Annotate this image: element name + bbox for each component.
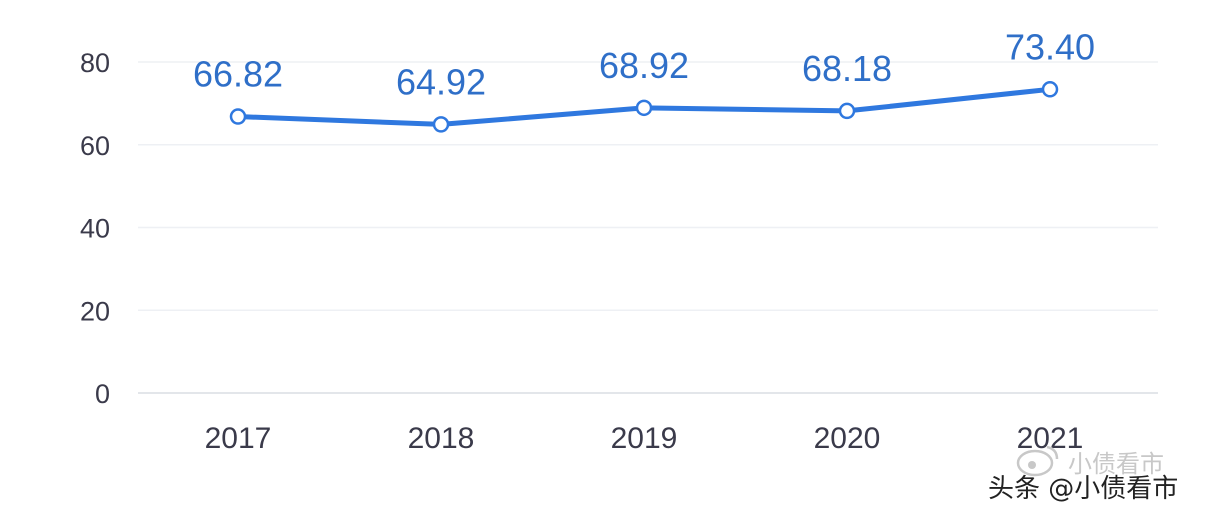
x-tick-label: 2021 [1017,422,1084,455]
watermark: 小债看市 头条 @小债看市 [988,445,1178,504]
x-tick-label: 2019 [611,422,678,455]
watermark-faint-text: 小债看市 [1068,450,1164,478]
y-tick-label: 40 [80,214,110,244]
data-label: 66.82 [193,54,283,95]
weibo-icon [1016,445,1059,477]
data-point [635,99,653,117]
x-tick-label: 2018 [408,422,475,455]
y-tick-label: 20 [80,296,110,326]
x-axis-ticks: 2017 2018 2019 2020 2021 [205,422,1084,455]
y-tick-label: 0 [95,379,110,409]
data-labels: 66.82 64.92 68.92 68.18 73.40 [193,26,1095,102]
data-label: 64.92 [396,61,486,102]
data-point [838,102,856,120]
y-tick-label: 60 [80,131,110,161]
x-tick-label: 2017 [205,422,272,455]
gridlines [138,61,1158,394]
data-point [432,116,450,133]
y-axis-ticks: 0 20 40 60 80 [80,48,110,409]
data-point [229,108,247,125]
data-label: 68.18 [802,48,892,89]
data-label: 68.92 [599,45,689,86]
x-tick-label: 2020 [814,422,881,455]
watermark-source-text: 头条 @小债看市 [988,474,1178,504]
y-tick-label: 80 [80,48,110,78]
data-label: 73.40 [1005,26,1095,67]
data-points [229,81,1059,133]
data-point [1041,81,1059,98]
